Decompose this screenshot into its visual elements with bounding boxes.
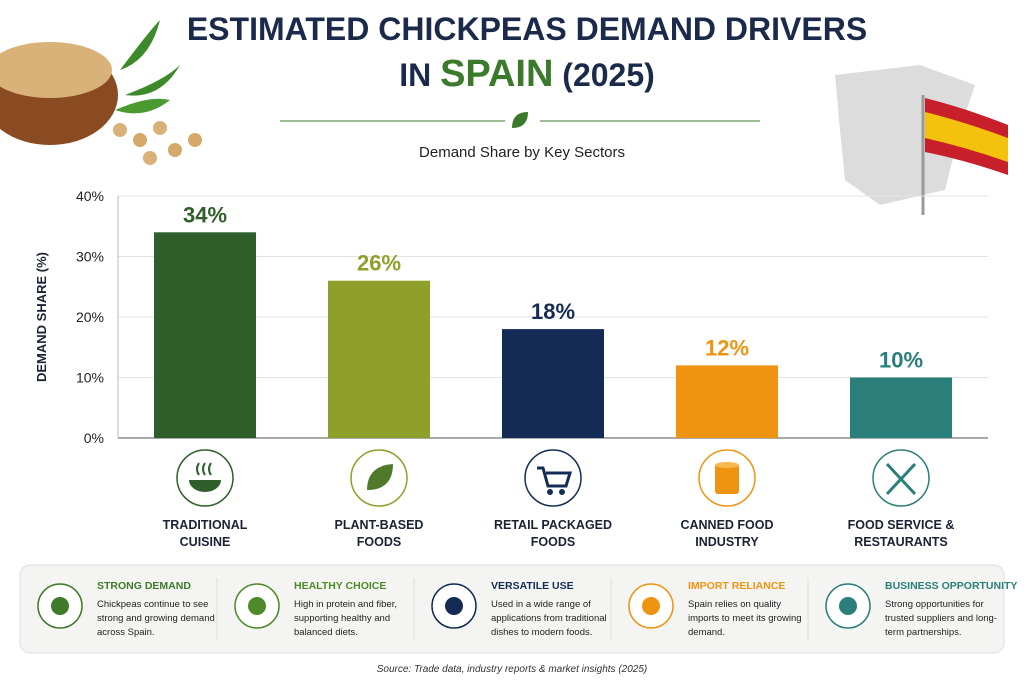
card-icon xyxy=(431,583,477,629)
value-label: 18% xyxy=(531,299,575,324)
card-icon xyxy=(825,583,871,629)
value-label: 10% xyxy=(879,348,923,373)
x-tick-label: PLANT-BASED FOODS xyxy=(334,518,424,549)
y-tick-label: 0% xyxy=(84,430,104,446)
category-icon xyxy=(350,449,408,507)
title-line: IN SPAIN (2025) xyxy=(399,53,655,95)
card-title: BUSINESS OPPORTUNITY xyxy=(885,580,1018,592)
y-axis-label: DEMAND SHARE (%) xyxy=(34,252,49,382)
card-icon xyxy=(37,583,83,629)
subtitle: Demand Share by Key Sectors xyxy=(419,144,625,161)
x-tick-label: FOOD SERVICE & RESTAURANTS xyxy=(847,518,955,549)
x-tick-label: RETAIL PACKAGED FOODS xyxy=(493,518,613,549)
y-tick-label: 40% xyxy=(76,188,104,204)
category-icon xyxy=(524,449,582,507)
chickpea-bowl xyxy=(0,20,202,165)
source: Source: Trade data, industry reports & m… xyxy=(377,664,648,675)
card-title: STRONG DEMAND xyxy=(97,580,191,592)
x-tick-label: TRADITIONAL CUISINE xyxy=(162,518,248,549)
card-text: High in protein and fiber, supporting he… xyxy=(294,599,397,638)
card-text: Strong opportunities for trusted supplie… xyxy=(885,599,997,638)
category-icon xyxy=(872,449,930,507)
card-icon xyxy=(628,583,674,629)
category-icon xyxy=(176,449,234,507)
bar xyxy=(850,377,952,438)
title-part: IN xyxy=(399,57,431,93)
title-part: (2025) xyxy=(562,57,655,93)
x-tick-label: CANNED FOOD INDUSTRY xyxy=(680,518,774,549)
y-tick-label: 30% xyxy=(76,249,104,265)
leaf-icon xyxy=(512,112,528,128)
y-tick-label: 20% xyxy=(76,309,104,325)
value-label: 34% xyxy=(183,202,227,227)
card-text: Spain relies on quality imports to meet … xyxy=(688,599,802,638)
value-label: 12% xyxy=(705,335,749,360)
title-line: ESTIMATED CHICKPEAS DEMAND DRIVERS xyxy=(187,11,867,47)
value-label: 26% xyxy=(357,251,401,276)
y-tick-label: 10% xyxy=(76,370,104,386)
bar xyxy=(328,280,430,438)
card-icon xyxy=(234,583,280,629)
bar xyxy=(502,329,604,438)
card-title: VERSATILE USE xyxy=(491,580,574,592)
card-text: Chickpeas continue to see strong and gro… xyxy=(97,599,215,638)
title-highlight: SPAIN xyxy=(440,53,553,95)
bar xyxy=(154,232,256,438)
bar xyxy=(676,365,778,438)
card-title: HEALTHY CHOICE xyxy=(294,580,387,592)
card-text: Used in a wide range of applications fro… xyxy=(491,599,607,638)
category-icon xyxy=(698,449,756,507)
card-title: IMPORT RELIANCE xyxy=(688,580,786,592)
spain-map-flag xyxy=(835,65,1008,215)
